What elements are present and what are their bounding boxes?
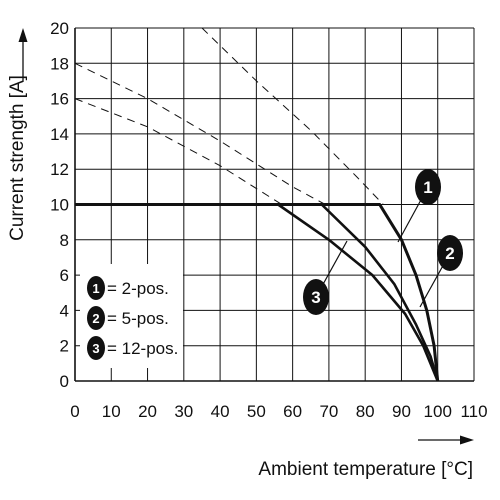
x-tick-label: 110 (460, 402, 487, 421)
badge-1 (415, 169, 441, 205)
badge-label-3: 3 (311, 288, 320, 307)
legend-badge-label: 3 (92, 341, 99, 356)
tick-labels: 0 10 20 30 40 50 60 70 80 90 100 110024681012141618… (50, 19, 487, 421)
y-tick-label: 0 (60, 372, 69, 391)
solid-curve-3 (277, 203, 439, 382)
legend-badge-3 (87, 336, 105, 360)
y-tick-label: 8 (60, 231, 69, 250)
solid-curve-1 (75, 203, 440, 382)
badge-2 (437, 235, 463, 271)
y-axis-arrow-head (18, 28, 28, 42)
legend-badge-label: 1 (92, 281, 99, 296)
y-tick-label: 12 (50, 160, 69, 179)
x-tick-label: 40 (211, 402, 230, 421)
y-tick-label: 6 (60, 266, 69, 285)
y-tick-label: 18 (50, 54, 69, 73)
x-tick-label: 20 (138, 402, 157, 421)
y-axis-title-group: Current strength [A] (7, 28, 28, 241)
x-tick-label: 50 (247, 402, 266, 421)
solid-curve-2 (320, 203, 439, 382)
x-tick-label: 100 (424, 402, 452, 421)
y-tick-label: 16 (50, 90, 69, 109)
dashed-extensions (74, 27, 384, 205)
derating-curves (75, 203, 440, 382)
legend-label: = 5-pos. (107, 309, 169, 328)
legend-badge-2 (87, 306, 105, 330)
x-tick-label: 80 (356, 402, 375, 421)
badge-label-2: 2 (445, 244, 454, 263)
x-tick-label: 10 (102, 402, 121, 421)
y-tick-label: 2 (60, 337, 69, 356)
legend-label: = 2-pos. (107, 279, 169, 298)
badge-3 (303, 279, 329, 315)
x-tick-label: 90 (392, 402, 411, 421)
x-axis-arrow-head (460, 435, 474, 445)
y-tick-label: 14 (50, 125, 69, 144)
x-tick-label: 30 (174, 402, 193, 421)
dashed-curve-3 (74, 98, 283, 205)
legend-badge-label: 2 (92, 311, 99, 326)
x-tick-label: 0 (70, 402, 79, 421)
x-axis-title: Ambient temperature [°C] (258, 459, 473, 480)
y-tick-label: 10 (50, 196, 69, 215)
legend: 1 = 2-pos. 2 = 5-pos. 3 = 12-pos. (80, 264, 183, 368)
x-tick-label: 60 (283, 402, 302, 421)
legend-label: = 12-pos. (107, 339, 178, 358)
y-axis-title: Current strength [A] (7, 75, 28, 241)
legend-badge-1 (87, 276, 105, 300)
x-axis-title-group: Ambient temperature [°C] (258, 435, 474, 480)
badge-label-1: 1 (423, 178, 432, 197)
y-tick-label: 20 (50, 19, 69, 38)
y-tick-label: 4 (60, 301, 69, 320)
dashed-curve-1 (201, 27, 384, 205)
x-tick-label: 70 (319, 402, 338, 421)
curve-badges: 1 2 3 (303, 169, 463, 315)
